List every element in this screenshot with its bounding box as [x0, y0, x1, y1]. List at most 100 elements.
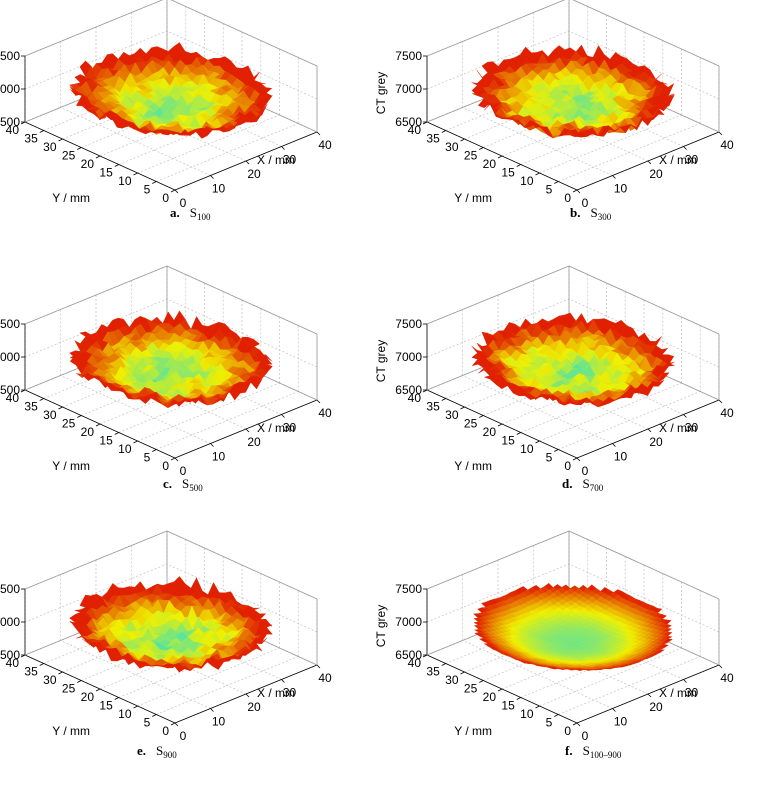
z-tick-label: 7500: [0, 49, 20, 63]
y-tick: [134, 441, 138, 443]
box-edge: [167, 266, 317, 334]
x-tick-label: 0: [180, 729, 187, 743]
y-tick-label: 10: [520, 174, 534, 188]
y-tick-label: 15: [99, 166, 113, 180]
z-tick-label: 7000: [395, 350, 422, 364]
caption-subscript: 900: [163, 750, 177, 760]
y-tick-label: 5: [546, 716, 553, 730]
y-tick-label: 10: [520, 442, 534, 456]
y-tick: [479, 681, 483, 683]
z-tick-label: 7000: [0, 350, 20, 364]
x-tick: [246, 429, 249, 432]
x-tick-label: 20: [247, 435, 261, 449]
y-tick: [461, 407, 465, 409]
y-tick: [536, 441, 540, 443]
y-tick: [517, 165, 521, 167]
y-tick-label: 30: [445, 408, 459, 422]
x-tick: [719, 665, 722, 668]
x-tick-label: 10: [614, 450, 628, 464]
z-tick-label: 7500: [0, 317, 20, 331]
surface: [472, 45, 675, 138]
caption-symbol: S: [590, 205, 597, 220]
x-tick: [246, 694, 249, 697]
y-tick-label: 20: [483, 425, 497, 439]
y-tick-label: 10: [118, 707, 132, 721]
y-tick: [96, 156, 100, 158]
y-tick: [77, 148, 81, 150]
y-tick-label: 10: [118, 174, 132, 188]
x-tick-label: 0: [582, 729, 589, 743]
x-tick: [317, 132, 320, 135]
y-tick: [554, 450, 558, 452]
x-axis-label: X / mm: [257, 421, 295, 435]
x-tick: [684, 415, 687, 418]
y-tick-label: 0: [162, 459, 169, 473]
y-tick-label: 35: [426, 132, 440, 146]
x-tick-label: 40: [318, 671, 332, 685]
z-tick-label: 7000: [0, 615, 20, 629]
x-tick: [211, 176, 214, 179]
x-axis-label: X / mm: [659, 686, 697, 700]
y-tick-label: 0: [162, 191, 169, 205]
caption-subscript: 300: [598, 212, 612, 222]
z-tick-label: 6500: [395, 648, 422, 662]
x-tick: [648, 429, 651, 432]
surface-cell: [559, 403, 570, 406]
caption-subscript: 500: [189, 483, 203, 493]
y-tick: [479, 148, 483, 150]
y-axis-label: Y / mm: [454, 724, 492, 738]
x-tick-label: 40: [720, 138, 734, 152]
x-tick: [175, 458, 178, 461]
y-tick: [77, 416, 81, 418]
y-tick-label: 15: [99, 699, 113, 713]
x-tick: [648, 161, 651, 164]
z-tick-label: 7000: [395, 82, 422, 96]
x-axis-label: X / mm: [659, 421, 697, 435]
x-tick-label: 20: [649, 167, 663, 181]
y-tick-label: 15: [501, 699, 515, 713]
y-tick: [442, 399, 446, 401]
y-tick: [77, 681, 81, 683]
caption-c: c.S500: [163, 476, 203, 493]
surface-cell: [558, 669, 567, 670]
y-tick-label: 35: [426, 400, 440, 414]
x-tick-label: 20: [649, 435, 663, 449]
z-tick-label: 7500: [395, 317, 422, 331]
x-tick: [577, 458, 580, 461]
y-tick-label: 25: [62, 682, 76, 696]
caption-symbol: S: [190, 205, 197, 220]
y-tick: [554, 715, 558, 717]
caption-subscript: 100: [197, 212, 211, 222]
x-tick: [577, 723, 580, 726]
y-tick: [536, 173, 540, 175]
x-tick-label: 40: [720, 671, 734, 685]
x-tick-label: 10: [212, 182, 226, 196]
x-tick: [684, 147, 687, 150]
y-tick: [461, 672, 465, 674]
x-tick: [613, 709, 616, 712]
y-tick: [134, 706, 138, 708]
y-tick-label: 0: [564, 191, 571, 205]
y-tick-label: 35: [24, 400, 38, 414]
y-tick: [152, 715, 156, 717]
z-tick-label: 7500: [395, 582, 422, 596]
y-tick: [573, 190, 577, 192]
y-tick-label: 30: [445, 140, 459, 154]
x-tick: [211, 444, 214, 447]
x-axis-label: X / mm: [659, 153, 697, 167]
x-axis-label: X / mm: [257, 153, 295, 167]
y-tick: [498, 689, 502, 691]
y-tick-label: 15: [501, 166, 515, 180]
caption-subscript: 700: [590, 483, 604, 493]
y-tick: [573, 723, 577, 725]
caption-letter: d.: [562, 476, 572, 491]
x-tick: [211, 709, 214, 712]
caption-a: a.S100: [170, 205, 210, 222]
x-tick-label: 20: [649, 700, 663, 714]
x-tick: [175, 190, 178, 193]
z-tick-label: 6500: [0, 648, 20, 662]
caption-letter: b.: [570, 205, 580, 220]
